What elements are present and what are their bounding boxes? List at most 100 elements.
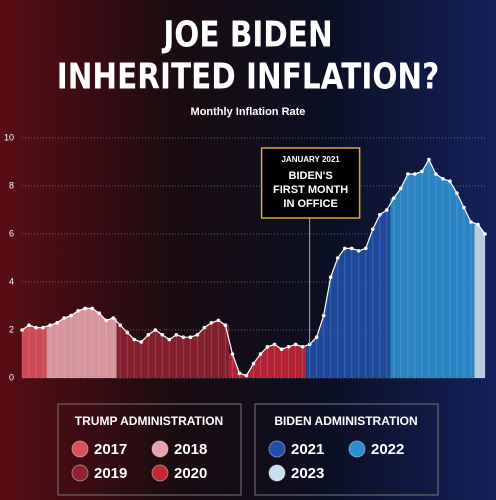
point [448, 179, 452, 183]
point [370, 227, 375, 231]
point [441, 177, 445, 181]
point [160, 333, 165, 337]
legend-swatch [151, 464, 169, 482]
y-tick-label: 8 [9, 180, 14, 190]
point [469, 220, 473, 224]
point [244, 373, 249, 378]
point [153, 328, 158, 332]
point [300, 345, 305, 349]
point [55, 321, 59, 325]
point [125, 330, 130, 335]
point [476, 222, 480, 227]
point [104, 318, 108, 323]
point [230, 352, 235, 356]
point [69, 313, 73, 318]
area [46, 308, 117, 378]
point [356, 249, 361, 253]
annotation-text: FIRST MONTH [273, 184, 348, 196]
point [237, 371, 242, 376]
point [363, 246, 368, 251]
legend-label: 2017 [94, 441, 127, 458]
legend-label: 2020 [174, 465, 207, 482]
point [174, 333, 179, 337]
chart-title: JOE BIDEN [162, 12, 333, 55]
line-connector [224, 325, 234, 355]
point [349, 246, 354, 251]
point [314, 335, 319, 340]
legend-label: 2019 [94, 465, 127, 482]
point [258, 352, 263, 356]
area [22, 325, 47, 378]
point [293, 342, 298, 347]
legend-swatch [71, 464, 89, 482]
point [76, 309, 80, 313]
area [390, 159, 475, 378]
y-tick-label: 2 [9, 324, 14, 334]
point [20, 328, 24, 332]
point [27, 323, 31, 328]
point [209, 321, 214, 325]
y-tick-label: 6 [9, 228, 14, 238]
point [434, 172, 438, 176]
point [139, 340, 144, 344]
line [393, 158, 472, 223]
legend-label: 2021 [291, 441, 324, 458]
point [90, 306, 94, 311]
point [307, 342, 312, 347]
legend-title: TRUMP ADMINISTRATION [75, 414, 223, 428]
legend-label: 2023 [291, 465, 324, 482]
point [455, 191, 459, 195]
point [462, 205, 466, 210]
point [420, 169, 424, 174]
point [342, 246, 347, 251]
legend-box [254, 403, 439, 496]
point [41, 325, 45, 330]
point [223, 323, 228, 328]
point [377, 213, 382, 217]
point [202, 325, 207, 330]
point [62, 316, 66, 320]
point [286, 345, 291, 349]
annotation-date: JANUARY 2021 [281, 155, 340, 164]
line [309, 209, 388, 345]
point [279, 347, 284, 352]
point [195, 333, 200, 337]
point [132, 337, 137, 342]
point [188, 335, 193, 340]
y-tick-label: 0 [9, 372, 14, 382]
legend-box [57, 403, 242, 496]
y-tick-label: 10 [4, 132, 14, 142]
point [384, 208, 389, 212]
legend-swatch [268, 440, 286, 458]
point [399, 186, 403, 191]
point [111, 316, 115, 320]
line [21, 324, 44, 331]
annotation-text: IN OFFICE [283, 198, 337, 210]
point [167, 337, 172, 342]
point [265, 345, 270, 349]
point [181, 335, 186, 340]
subtitle: Monthly Inflation Rate [191, 106, 306, 118]
point [216, 318, 221, 323]
point [413, 172, 417, 176]
point [427, 157, 431, 162]
legend-label: 2018 [174, 441, 207, 458]
legend-label: 2022 [371, 441, 404, 458]
point [328, 275, 333, 280]
point [34, 325, 38, 330]
chart-title: INHERITED INFLATION? [57, 54, 439, 97]
annotation-text: BIDEN'S [289, 170, 333, 182]
legend-swatch [348, 440, 366, 458]
point [251, 361, 256, 366]
point [321, 313, 326, 318]
point [83, 306, 87, 311]
legend-swatch [71, 440, 89, 458]
legend-swatch [268, 464, 286, 482]
point [335, 256, 340, 260]
area [116, 320, 229, 378]
line [119, 319, 226, 343]
line [477, 224, 486, 235]
line [49, 307, 114, 326]
